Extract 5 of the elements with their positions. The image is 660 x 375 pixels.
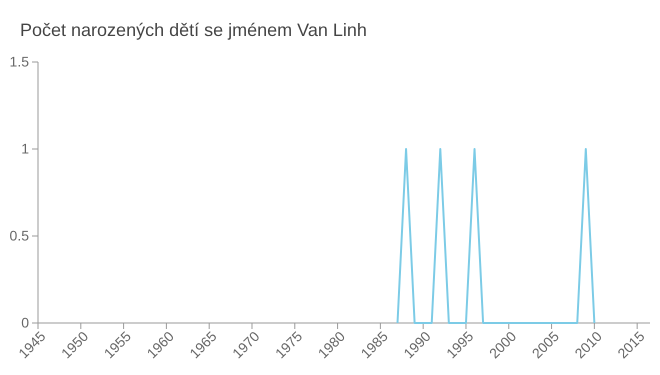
y-tick-label: 1 — [21, 140, 30, 156]
chart-title: Počet narozených dětí se jménem Van Linh — [20, 20, 367, 40]
y-tick-label: 0.5 — [10, 227, 30, 244]
y-tick-label: 0 — [21, 314, 30, 330]
y-tick-label: 1.5 — [10, 53, 30, 70]
